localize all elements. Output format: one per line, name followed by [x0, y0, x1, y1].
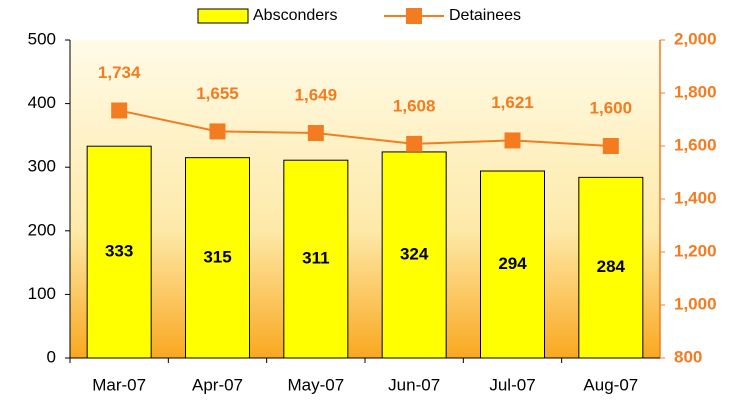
legend-label: Detainees	[449, 7, 521, 24]
line-marker	[209, 123, 226, 140]
x-tick-label: May-07	[287, 375, 344, 394]
x-tick-label: Mar-07	[92, 375, 146, 394]
y-tick-label: 500	[28, 29, 56, 48]
line-marker	[602, 138, 619, 154]
bar	[86, 145, 152, 359]
line-marker	[406, 135, 423, 152]
line-marker	[504, 132, 521, 149]
y-tick-label: 300	[28, 157, 56, 176]
line-label: 1,655	[196, 84, 239, 103]
bar-label: 311	[302, 249, 329, 268]
y2-tick-label: 1,600	[674, 135, 717, 154]
line-label: 1,608	[393, 96, 436, 115]
bar	[283, 159, 349, 359]
line-marker	[307, 125, 324, 142]
y-tick-label: 0	[47, 347, 56, 366]
x-tick-label: Jul-07	[489, 375, 535, 394]
bar-label: 284	[597, 257, 626, 276]
line-label: 1,621	[491, 93, 534, 112]
line-label: 1,600	[590, 98, 633, 117]
y2-tick-label: 1,000	[674, 294, 717, 313]
y2-tick-label: 1,400	[674, 188, 717, 207]
bar-label: 294	[498, 254, 527, 273]
y-tick-label: 100	[28, 284, 56, 303]
y2-tick-label: 2,000	[674, 29, 717, 48]
line-label: 1,734	[98, 63, 141, 82]
bar	[578, 176, 644, 359]
x-tick-label: Aug-07	[583, 375, 638, 394]
y-tick-label: 200	[28, 220, 56, 239]
legend-label: Absconders	[253, 7, 338, 24]
y2-tick-label: 800	[674, 347, 702, 366]
legend-marker	[406, 8, 422, 24]
bar	[381, 151, 447, 359]
bar-label: 333	[105, 242, 133, 261]
bar-label: 315	[203, 247, 231, 266]
plot-area	[70, 40, 660, 358]
bar-label: 324	[400, 244, 429, 263]
line-marker	[111, 102, 128, 119]
line-label: 1,649	[295, 85, 338, 104]
y2-tick-label: 1,800	[674, 82, 717, 101]
y2-tick-label: 1,200	[674, 241, 717, 260]
bar	[480, 170, 545, 359]
y-tick-label: 400	[28, 93, 56, 112]
x-tick-label: Jun-07	[388, 375, 440, 394]
bar	[185, 157, 250, 359]
line	[118, 109, 611, 147]
legend-swatch	[197, 8, 249, 24]
x-tick-label: Apr-07	[192, 375, 243, 394]
